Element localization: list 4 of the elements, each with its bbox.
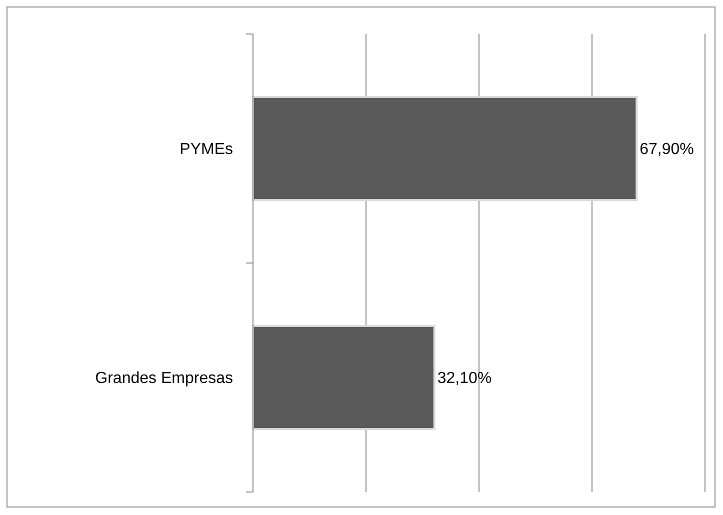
y-tick-label: PYMEs xyxy=(180,141,233,158)
y-tick-label: Grandes Empresas xyxy=(95,370,233,388)
data-label: 67,90% xyxy=(640,141,694,158)
data-label: 32,10% xyxy=(437,370,492,388)
